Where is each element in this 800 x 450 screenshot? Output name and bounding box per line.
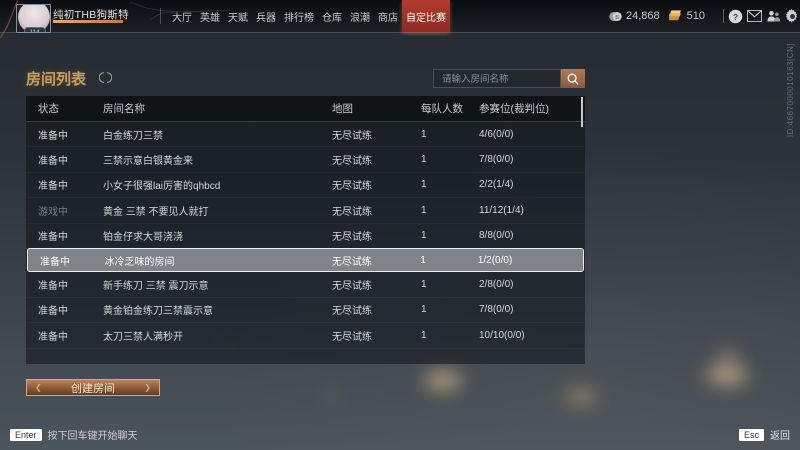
- svg-text:?: ?: [733, 12, 738, 21]
- svg-text:S: S: [615, 14, 619, 20]
